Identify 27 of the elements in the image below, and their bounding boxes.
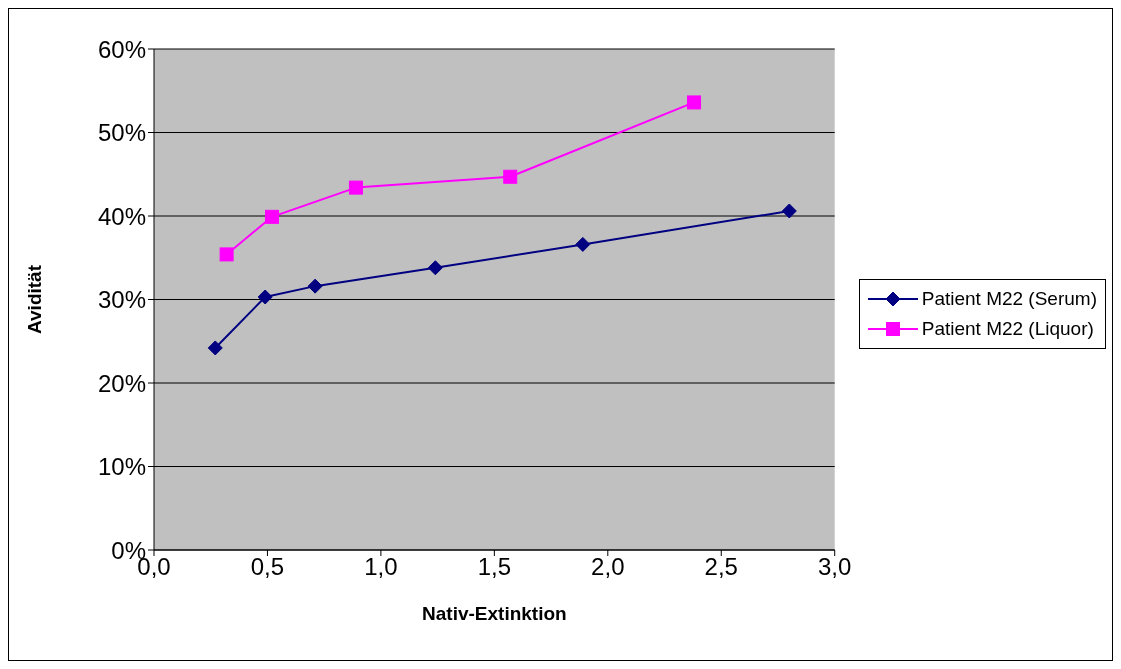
x-tick-label: 2,5 <box>704 553 738 581</box>
point <box>427 260 443 276</box>
y-tick-label: 50% <box>97 119 146 147</box>
x-tick-label: 0,5 <box>250 553 285 581</box>
point <box>687 95 702 110</box>
point <box>781 203 797 219</box>
legend-label: Patient M22 (Serum) <box>921 287 1097 311</box>
point <box>257 289 273 305</box>
legend-label: Patient M22 (Liquor) <box>921 317 1094 341</box>
y-axis-title: Avidität <box>23 264 45 334</box>
x-tick-label: 1,0 <box>364 553 398 581</box>
point <box>207 340 223 356</box>
y-tick-label: 20% <box>97 369 146 397</box>
point <box>307 278 323 294</box>
x-axis-title: Nativ-Extinktion <box>422 603 567 624</box>
point <box>575 236 591 252</box>
y-tick-label: 10% <box>97 453 146 481</box>
x-tick-label: 3,0 <box>818 553 852 581</box>
y-tick-label: 30% <box>97 286 146 314</box>
x-tick-label: 1,5 <box>477 553 512 581</box>
point <box>503 169 518 184</box>
point <box>264 209 279 224</box>
x-tick-label: 2,0 <box>591 553 625 581</box>
point <box>219 247 234 262</box>
y-tick-label: 40% <box>97 202 146 230</box>
y-tick-label: 60% <box>97 35 146 63</box>
point <box>348 180 363 195</box>
